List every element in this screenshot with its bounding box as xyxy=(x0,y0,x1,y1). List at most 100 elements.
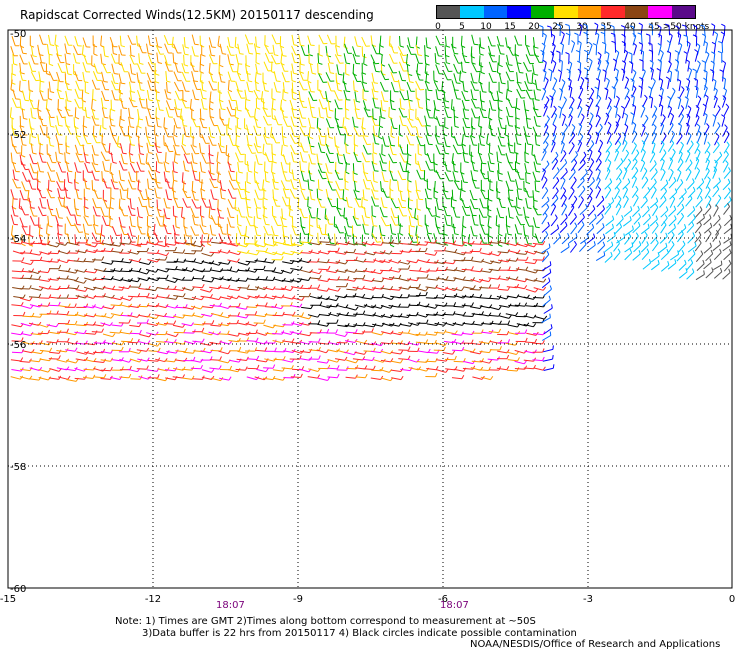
wind-barb xyxy=(577,71,582,82)
wind-barb-flag xyxy=(729,241,732,246)
wind-barb-flag xyxy=(557,69,562,73)
wind-barb xyxy=(462,279,473,282)
wind-barb xyxy=(670,253,679,261)
wind-barb-flag xyxy=(706,167,710,172)
wind-barb xyxy=(246,252,257,256)
wind-barb xyxy=(263,206,265,217)
wind-barb-flag xyxy=(83,134,88,137)
wind-barb-flag xyxy=(601,41,607,45)
wind-barb xyxy=(678,271,688,279)
wind-barb xyxy=(523,206,526,217)
wind-barb-flag xyxy=(255,62,260,65)
wind-barb xyxy=(10,214,15,225)
wind-barb-flag xyxy=(256,52,261,55)
wind-barb xyxy=(327,62,331,73)
wind-barb-flag xyxy=(653,105,658,109)
wind-barb-flag xyxy=(74,181,79,184)
wind-barb-flag xyxy=(680,230,684,235)
wind-barb-flag xyxy=(445,106,450,109)
wind-barb-flag xyxy=(326,258,330,263)
wind-barb-flag xyxy=(416,311,419,316)
wind-barb xyxy=(551,198,559,207)
wind-barb xyxy=(38,152,43,163)
wind-barb xyxy=(704,206,712,216)
wind-barb-flag xyxy=(283,144,288,147)
wind-barb xyxy=(622,181,631,190)
wind-barb-flag xyxy=(706,150,711,155)
wind-barb-flag xyxy=(621,68,626,72)
wind-barb xyxy=(352,233,355,244)
wind-barb xyxy=(371,160,375,171)
wind-barb xyxy=(234,199,237,210)
wind-barb xyxy=(534,180,537,191)
wind-barb xyxy=(505,224,509,235)
wind-barb xyxy=(415,225,418,236)
wind-barb xyxy=(39,197,43,208)
wind-barb-flag xyxy=(553,112,558,116)
wind-barb-flag xyxy=(401,199,406,202)
map-title: Rapidscat Corrected Winds(12.5KM) 201501… xyxy=(20,8,374,22)
wind-barb xyxy=(264,296,275,300)
wind-barb xyxy=(577,108,583,118)
wind-barb xyxy=(127,295,139,298)
wind-barb xyxy=(245,243,256,245)
wind-barb-flag xyxy=(239,53,244,55)
wind-barb xyxy=(380,100,383,111)
wind-barb-flag xyxy=(607,167,611,172)
wind-barb-flag xyxy=(685,59,690,63)
wind-barb-flag xyxy=(426,46,432,49)
wind-barb xyxy=(237,62,239,73)
legend-label: 20 xyxy=(528,22,540,32)
wind-barb-flag xyxy=(575,49,581,53)
wind-barb xyxy=(208,126,212,137)
wind-barb xyxy=(93,296,104,298)
wind-barb xyxy=(273,324,284,328)
wind-barb xyxy=(352,286,363,290)
wind-barb xyxy=(246,161,249,172)
wind-barb-flag xyxy=(102,322,106,327)
wind-barb xyxy=(533,154,538,165)
wind-barb xyxy=(712,71,715,82)
wind-barb xyxy=(425,108,430,118)
wind-barb xyxy=(336,313,347,316)
wind-barb xyxy=(288,205,291,216)
wind-barb xyxy=(462,108,466,119)
wind-barb xyxy=(327,100,330,111)
wind-barb xyxy=(424,53,427,64)
wind-barb xyxy=(48,288,59,291)
wind-barb xyxy=(181,172,184,183)
wind-barb xyxy=(524,261,535,265)
legend-label: 35 xyxy=(600,22,612,32)
wind-barb-flag xyxy=(220,312,224,316)
wind-barb-flag xyxy=(718,214,721,220)
wind-barb-flag xyxy=(601,24,606,27)
wind-barb xyxy=(488,72,494,83)
wind-barb xyxy=(163,197,168,208)
wind-barb xyxy=(417,270,428,273)
wind-barb-flag xyxy=(256,46,261,49)
wind-barb xyxy=(507,197,513,207)
wind-barb-flag xyxy=(590,112,594,116)
wind-barb-flag xyxy=(685,267,688,273)
wind-barb xyxy=(354,304,365,308)
wind-barb xyxy=(157,296,168,299)
wind-barb xyxy=(318,99,324,109)
wind-barb-flag xyxy=(173,171,178,174)
wind-barb-flag xyxy=(154,134,159,137)
wind-barb-flag xyxy=(327,265,331,270)
wind-barb xyxy=(326,305,337,308)
wind-barb xyxy=(670,90,676,101)
wind-barb-flag xyxy=(621,60,626,64)
wind-barb xyxy=(182,306,193,310)
wind-barb-flag xyxy=(227,284,231,289)
wind-barb xyxy=(516,259,527,261)
wind-barb-flag xyxy=(593,241,596,246)
wind-barb xyxy=(622,219,632,227)
wind-barb xyxy=(200,288,211,293)
wind-barb-flag xyxy=(672,87,676,92)
wind-barb xyxy=(516,81,522,92)
wind-barb xyxy=(415,80,421,91)
wind-barb xyxy=(163,135,165,146)
wind-barb-flag xyxy=(129,117,134,120)
wind-barb-flag xyxy=(633,142,637,146)
